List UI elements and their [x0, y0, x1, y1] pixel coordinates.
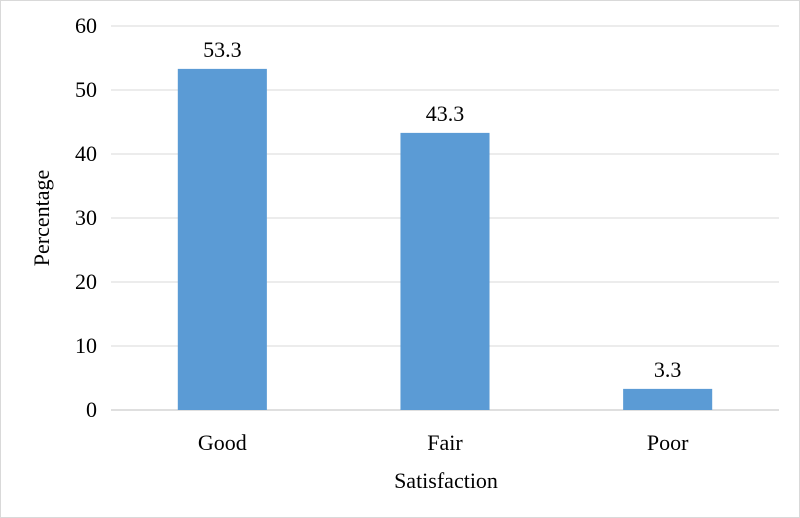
y-tick-label: 30 [75, 205, 97, 230]
category-label-poor: Poor [647, 430, 689, 455]
category-label-fair: Fair [427, 430, 463, 455]
x-axis-categories: Good Fair Poor [198, 430, 689, 455]
y-tick-label: 60 [75, 13, 97, 38]
data-label-fair: 43.3 [426, 101, 465, 126]
data-label-poor: 3.3 [654, 357, 682, 382]
bar-fair [400, 132, 490, 410]
category-label-good: Good [198, 430, 247, 455]
x-axis-title: Satisfaction [394, 468, 498, 493]
y-tick-label: 0 [86, 397, 97, 422]
y-tick-label: 10 [75, 333, 97, 358]
bar-good [177, 68, 267, 410]
data-label-good: 53.3 [203, 37, 242, 62]
y-tick-label: 40 [75, 141, 97, 166]
bars [177, 68, 713, 410]
y-tick-label: 50 [75, 77, 97, 102]
y-tick-label: 20 [75, 269, 97, 294]
y-axis-ticks: 0 10 20 30 40 50 60 [75, 13, 97, 422]
y-axis-title: Percentage [29, 170, 54, 267]
bar-poor [623, 388, 713, 410]
data-labels: 53.3 43.3 3.3 [203, 37, 681, 382]
